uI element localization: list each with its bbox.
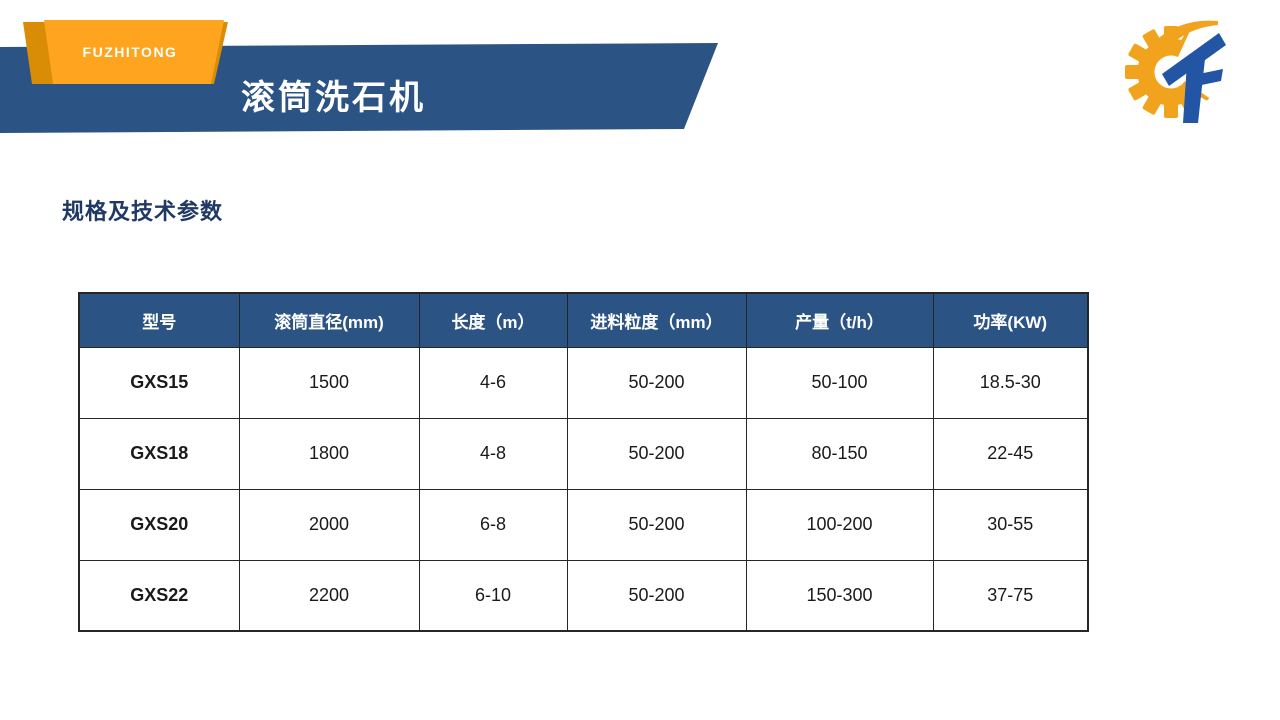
value-cell: 6-10 [418,559,568,632]
ribbon-face [44,20,224,84]
value-cell: 1800 [238,417,420,490]
column-header-0: 型号 [78,292,240,348]
column-header-1: 滚筒直径(mm) [238,292,420,348]
value-cell: 50-200 [566,559,747,632]
value-cell: 50-200 [566,346,747,419]
column-header-2: 长度（m） [418,292,568,348]
table-row: GXS18 1800 4-8 50-200 80-150 22-45 [78,417,1089,490]
logo-swoosh [1154,20,1218,51]
value-cell: 30-55 [932,488,1089,561]
logo-letter-f [1162,33,1226,123]
table-row: GXS20 2000 6-8 50-200 100-200 30-55 [78,488,1089,561]
column-header-3: 进料粒度（mm） [566,292,747,348]
value-cell: 50-200 [566,488,747,561]
header-banner-shape [0,20,718,133]
gear-opening-mask [1171,6,1245,123]
model-cell: GXS22 [78,559,240,632]
value-cell: 1500 [238,346,420,419]
model-cell: GXS15 [78,346,240,419]
column-header-4: 产量（t/h） [745,292,934,348]
column-header-5: 功率(KW) [932,292,1089,348]
model-cell: GXS18 [78,417,240,490]
table-row: GXS15 1500 4-6 50-200 50-100 18.5-30 [78,346,1089,419]
table-row: GXS22 2200 6-10 50-200 150-300 37-75 [78,559,1089,632]
spec-table-body: GXS15 1500 4-6 50-200 50-100 18.5-30 GXS18 1800… [78,346,1089,632]
value-cell: 150-300 [745,559,934,632]
spec-table-head: 型号 滚筒直径(mm) 长度（m） 进料粒度（mm） 产量（t/h） 功率(KW) [78,292,1089,348]
value-cell: 6-8 [418,488,568,561]
header-row: 型号 滚筒直径(mm) 长度（m） 进料粒度（mm） 产量（t/h） 功率(KW) [78,292,1089,348]
value-cell: 2000 [238,488,420,561]
ribbon-left-fold [23,22,54,84]
page-title: 滚筒洗石机 [241,79,426,117]
value-cell: 50-100 [745,346,934,419]
value-cell: 50-200 [566,417,747,490]
value-cell: 2200 [238,559,420,632]
section-heading: 规格及技术参数 [62,199,224,224]
value-cell: 4-8 [418,417,568,490]
brand-ribbon-label: FUZHITONG [82,44,178,60]
value-cell: 22-45 [932,417,1089,490]
value-cell: 100-200 [745,488,934,561]
value-cell: 80-150 [745,417,934,490]
value-cell: 18.5-30 [932,346,1089,419]
value-cell: 4-6 [418,346,568,419]
spec-table: 型号 滚筒直径(mm) 长度（m） 进料粒度（mm） 产量（t/h） 功率(KW) GXS… [78,292,1089,632]
model-cell: GXS20 [78,488,240,561]
value-cell: 37-75 [932,559,1089,632]
brand-logo [1125,6,1245,123]
